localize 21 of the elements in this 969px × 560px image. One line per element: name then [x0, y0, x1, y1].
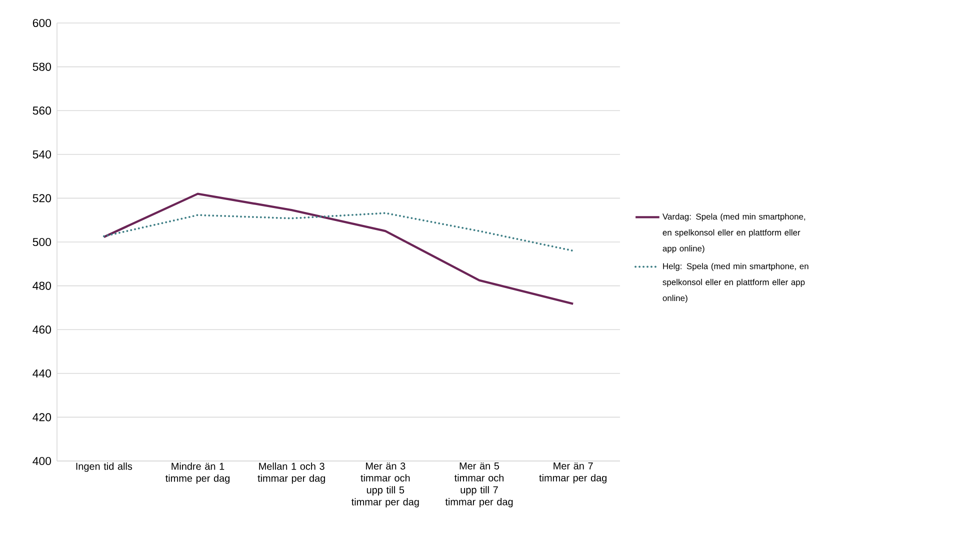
y-tick-label: 420	[32, 413, 52, 422]
y-tick-label: 560	[32, 106, 52, 115]
x-tick-label: Ingen tid alls	[76, 462, 132, 472]
y-tick-label: 540	[32, 150, 52, 158]
y-tick-label: 580	[32, 62, 52, 71]
y-tick-label: 600	[32, 18, 52, 28]
y-tick-label: 400	[32, 456, 52, 466]
line-series	[102, 192, 574, 305]
x-tick-label: Mindre än 1 timme per dag	[166, 462, 230, 484]
x-tick-label: Mer än 7 timmar per dag	[539, 462, 606, 484]
line-series	[102, 212, 574, 252]
legend-label: Helg: Spela (med min smartphone, en spelkonsol eller en plattform eller app online)	[662, 262, 808, 303]
x-tick-label: Mer än 5 timmar och upp till 7 timmar per dag	[445, 462, 513, 508]
y-tick-label: 520	[32, 194, 52, 202]
y-tick-label: 480	[32, 282, 52, 290]
legend-label: Vardag: Spela (med min smartphone, en spelkonsol eller en plattform eller app online)	[662, 213, 806, 254]
y-tick-label: 440	[32, 369, 52, 378]
x-tick-label: Mer än 3 timmar och upp till 5 timmar per dag	[352, 462, 419, 508]
y-tick-label: 500	[32, 238, 52, 246]
x-tick-label: Mellan 1 och 3 timmar per dag	[258, 462, 325, 484]
y-tick-label: 460	[32, 326, 52, 334]
